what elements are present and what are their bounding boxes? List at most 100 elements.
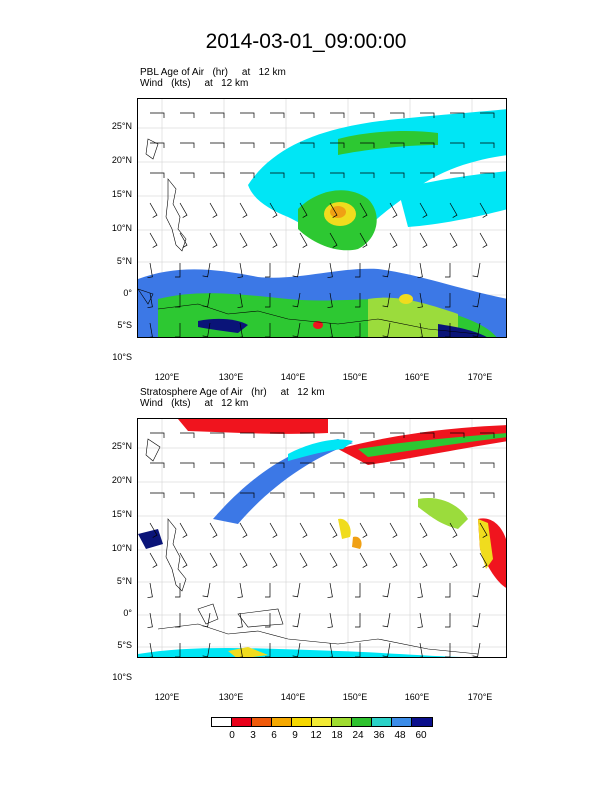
colorbar-swatch [292,718,312,726]
panel2-lon-label: 130°E [218,692,244,702]
panel2-lat-label: 25°N [111,441,132,451]
wind-barb [175,293,181,308]
wind-barb [480,432,495,438]
wind-barb [299,522,308,538]
panel1-variable-label: PBL Age of Air (hr) at 12 km [140,67,286,78]
wind-barb [175,583,181,598]
wind-barb [417,612,423,629]
wind-barb [202,582,211,598]
wind-barb [299,232,308,248]
wind-barb [355,323,361,337]
wind-barb [449,522,458,538]
wind-barb [389,522,398,538]
pbl-coastlines [138,138,479,335]
wind-barb [292,582,301,598]
wind-barb [480,492,495,498]
wind-barb [149,552,158,568]
colorbar-tick-label: 0 [229,730,235,741]
wind-barb [265,583,271,598]
panel1-lon-label: 120°E [154,372,180,382]
wind-barb [382,262,391,278]
wind-barb [175,263,181,278]
wind-barb [355,263,361,278]
panel2-lon-label: 120°E [154,692,180,702]
wind-barb [269,552,278,568]
wind-barb [147,292,153,309]
wind-barb [209,232,218,248]
wind-barb [480,142,495,148]
wind-barb [299,202,308,218]
wind-barb [389,552,398,568]
wind-barb [355,583,361,598]
wind-barb [390,492,405,498]
wind-barb [210,112,225,118]
colorbar-tick-label: 6 [271,730,277,741]
colorbar-swatch [312,718,332,726]
wind-barb [210,142,225,148]
wind-barb [359,202,368,218]
wind-barb [419,202,428,218]
wind-barb [330,492,345,498]
wind-barb [360,142,375,148]
wind-barb [330,432,345,438]
colorbar-swatch [332,718,352,726]
panel1-lat-label: 15°N [111,189,132,199]
wind-barb [382,292,391,308]
wind-barb [180,432,195,438]
panel2-lat-label: 10°S [112,672,132,682]
wind-barb [209,202,218,218]
wind-barb [355,613,361,628]
wind-barb [292,292,301,308]
wind-barb [300,142,315,148]
wind-barb [360,172,375,178]
wind-barb [389,202,398,218]
wind-barb [179,552,188,568]
wind-barb [292,322,301,337]
wind-barb [355,643,361,657]
wind-barb [450,432,465,438]
wind-barb [382,582,391,598]
wind-barb [360,432,375,438]
wind-barb [240,112,255,118]
wind-barb [420,112,435,118]
wind-barb [239,232,248,248]
wind-barb [479,552,488,568]
wind-barb [420,492,435,498]
colorbar-tick-label: 3 [250,730,256,741]
panel2-header: Stratosphere Age of Air (hr) at 12 km Wi… [140,387,325,409]
wind-barb [265,613,271,628]
wind-barb [292,612,301,628]
wind-barb [210,432,225,438]
wind-barb [449,232,458,248]
wind-barb [445,293,451,308]
colorbar-swatch [392,718,412,726]
wind-barb [360,112,375,118]
wind-barb [389,232,398,248]
wind-barb [175,643,181,657]
wind-barb [202,642,211,657]
wind-barb [269,232,278,248]
wind-barb [445,613,451,628]
wind-barb [382,612,391,628]
wind-barb [270,492,285,498]
panel2-lat-label: 5°N [116,576,132,586]
panel1-lat-label: 5°N [116,256,132,266]
wind-barb [472,612,481,628]
wind-barb [419,522,428,538]
wind-barb [265,323,271,337]
wind-barb [180,142,195,148]
panel2-lat-label: 15°N [111,509,132,519]
wind-barb [149,522,158,538]
wind-barb [149,322,153,337]
colorbar-tick-label: 18 [331,730,343,741]
panel1-lat-label: 0° [123,288,132,298]
wind-barb [265,293,271,308]
colorbar-swatch [232,718,252,726]
wind-barb [209,522,218,538]
wind-barb [390,172,405,178]
wind-barb [355,293,361,308]
panel1-header: PBL Age of Air (hr) at 12 km Wind (kts) … [140,67,286,89]
wind-barb [237,292,243,309]
wind-barb [149,642,153,657]
wind-barb [210,462,225,468]
